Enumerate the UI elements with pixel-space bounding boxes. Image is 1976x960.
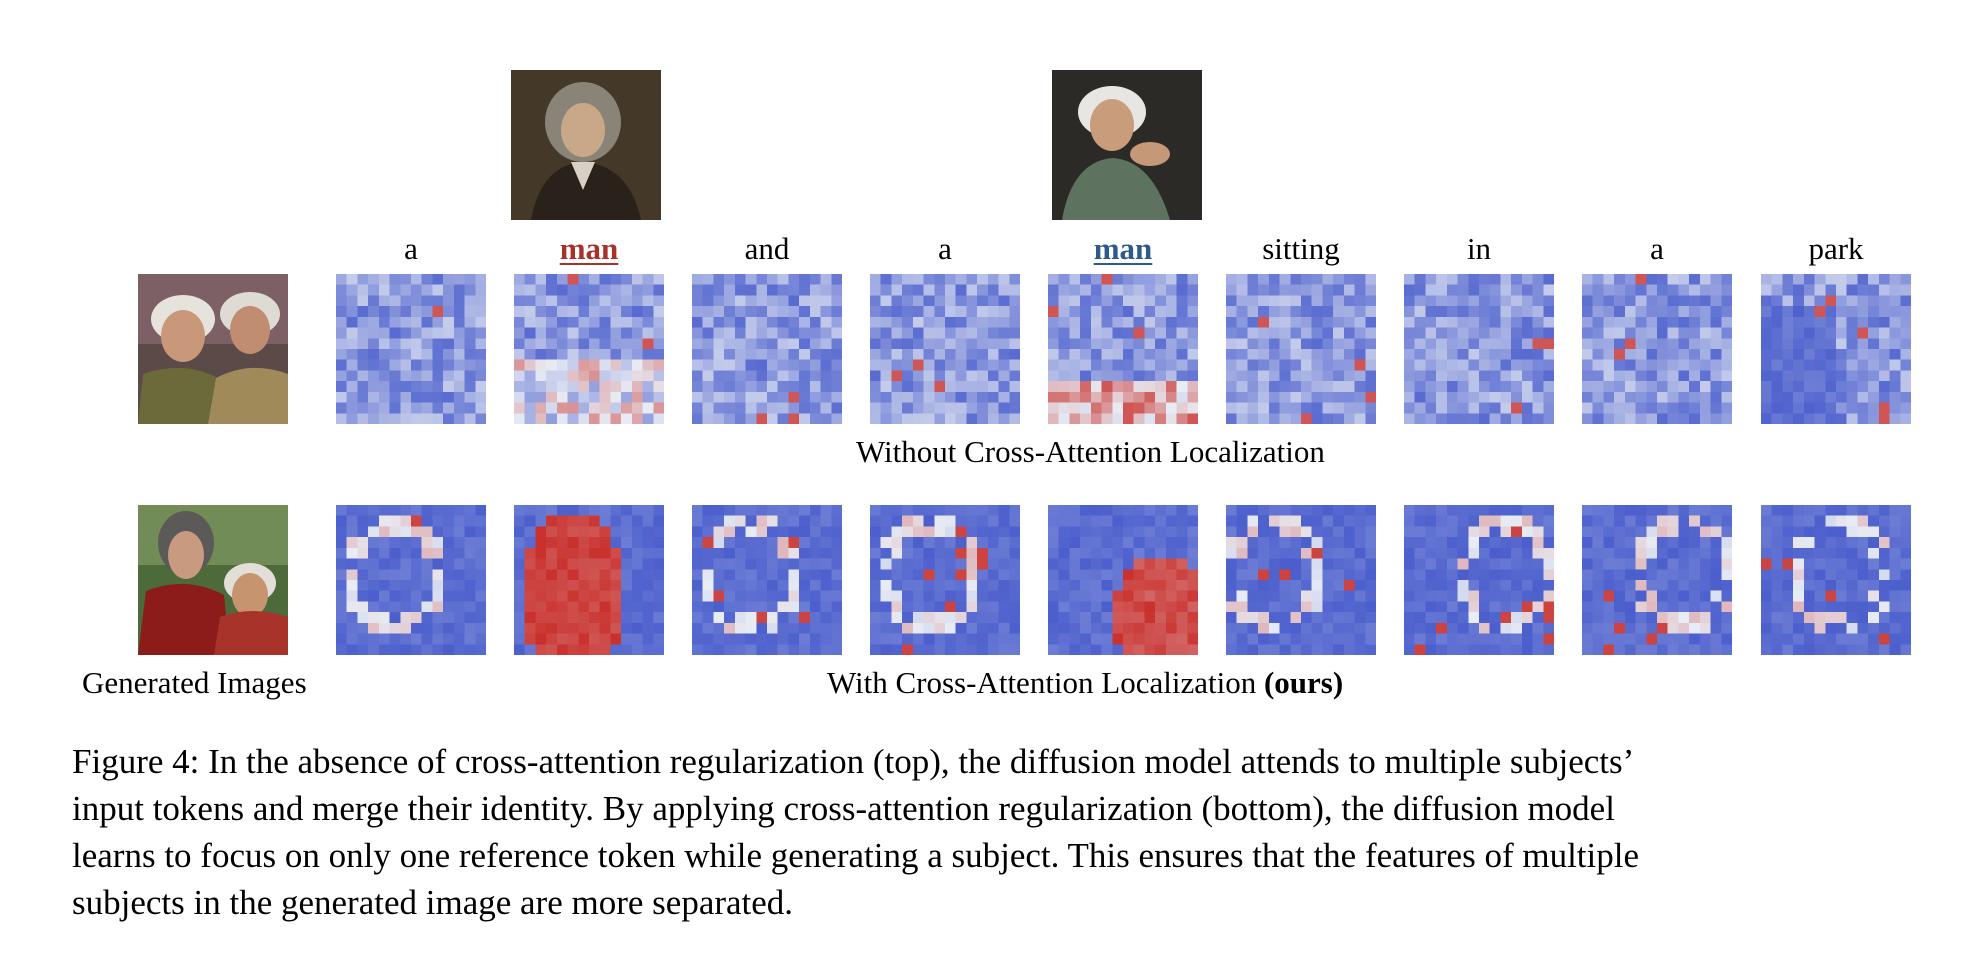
attention-map-without-7 <box>1582 274 1732 424</box>
heatmap-icon <box>1226 274 1376 424</box>
figure-caption: Figure 4: In the absence of cross-attent… <box>72 738 1918 926</box>
generated-photo-icon <box>138 274 288 424</box>
attention-map-with-3 <box>870 505 1020 655</box>
heatmap-icon <box>692 274 842 424</box>
heatmap-icon <box>870 274 1020 424</box>
heatmap-icon <box>1404 274 1554 424</box>
attention-map-without-1 <box>514 274 664 424</box>
attention-map-with-0 <box>336 505 486 655</box>
generated-image-without <box>138 274 288 424</box>
heatmap-icon <box>1048 274 1198 424</box>
heatmap-icon <box>514 274 664 424</box>
generated-image-with <box>138 505 288 655</box>
attention-map-without-6 <box>1404 274 1554 424</box>
heatmap-icon <box>1048 505 1198 655</box>
attention-map-without-0 <box>336 274 486 424</box>
attention-map-with-4 <box>1048 505 1198 655</box>
attention-map-with-2 <box>692 505 842 655</box>
heatmap-icon <box>336 274 486 424</box>
attention-map-without-5 <box>1226 274 1376 424</box>
reference-image-subject-2 <box>1052 70 1202 220</box>
token-label-subject: man <box>559 231 619 266</box>
generated-photo-icon <box>138 505 288 655</box>
heatmap-icon <box>336 505 486 655</box>
portrait-photo-icon <box>1052 70 1202 220</box>
token-label: sitting <box>1262 231 1340 266</box>
heatmap-icon <box>692 505 842 655</box>
reference-image-subject-1 <box>511 70 661 220</box>
attention-map-with-5 <box>1226 505 1376 655</box>
caption-line: learns to focus on only one reference to… <box>72 836 1640 875</box>
row-caption-with-ours: (ours) <box>1263 665 1344 700</box>
token-label: and <box>744 231 790 266</box>
heatmap-icon <box>1582 274 1732 424</box>
row-caption-without: Without Cross-Attention Localization <box>856 434 1325 469</box>
heatmap-icon <box>1582 505 1732 655</box>
attention-map-with-7 <box>1582 505 1732 655</box>
heatmap-icon <box>870 505 1020 655</box>
heatmap-icon <box>1761 274 1911 424</box>
token-label: a <box>938 231 952 266</box>
row-caption-with-main: With Cross-Attention Localization <box>827 665 1257 700</box>
caption-line: input tokens and merge their identity. B… <box>72 789 1615 828</box>
attention-map-without-4 <box>1048 274 1198 424</box>
heatmap-icon <box>514 505 664 655</box>
token-label: a <box>404 231 418 266</box>
caption-line: Figure 4: In the absence of cross-attent… <box>72 742 1635 781</box>
heatmap-icon <box>1226 505 1376 655</box>
caption-line: subjects in the generated image are more… <box>72 883 794 922</box>
token-label-subject: man <box>1093 231 1153 266</box>
portrait-photo-icon <box>511 70 661 220</box>
attention-map-with-8 <box>1761 505 1911 655</box>
token-label: a <box>1650 231 1664 266</box>
heatmap-icon <box>1404 505 1554 655</box>
attention-map-with-1 <box>514 505 664 655</box>
token-label: in <box>1466 231 1492 266</box>
token-label: park <box>1808 231 1864 266</box>
attention-map-with-6 <box>1404 505 1554 655</box>
generated-images-label: Generated Images <box>82 665 307 700</box>
heatmap-icon <box>1761 505 1911 655</box>
attention-map-without-2 <box>692 274 842 424</box>
attention-map-without-3 <box>870 274 1020 424</box>
row-caption-with: With Cross-Attention Localization (ours) <box>827 663 1343 703</box>
attention-map-without-8 <box>1761 274 1911 424</box>
